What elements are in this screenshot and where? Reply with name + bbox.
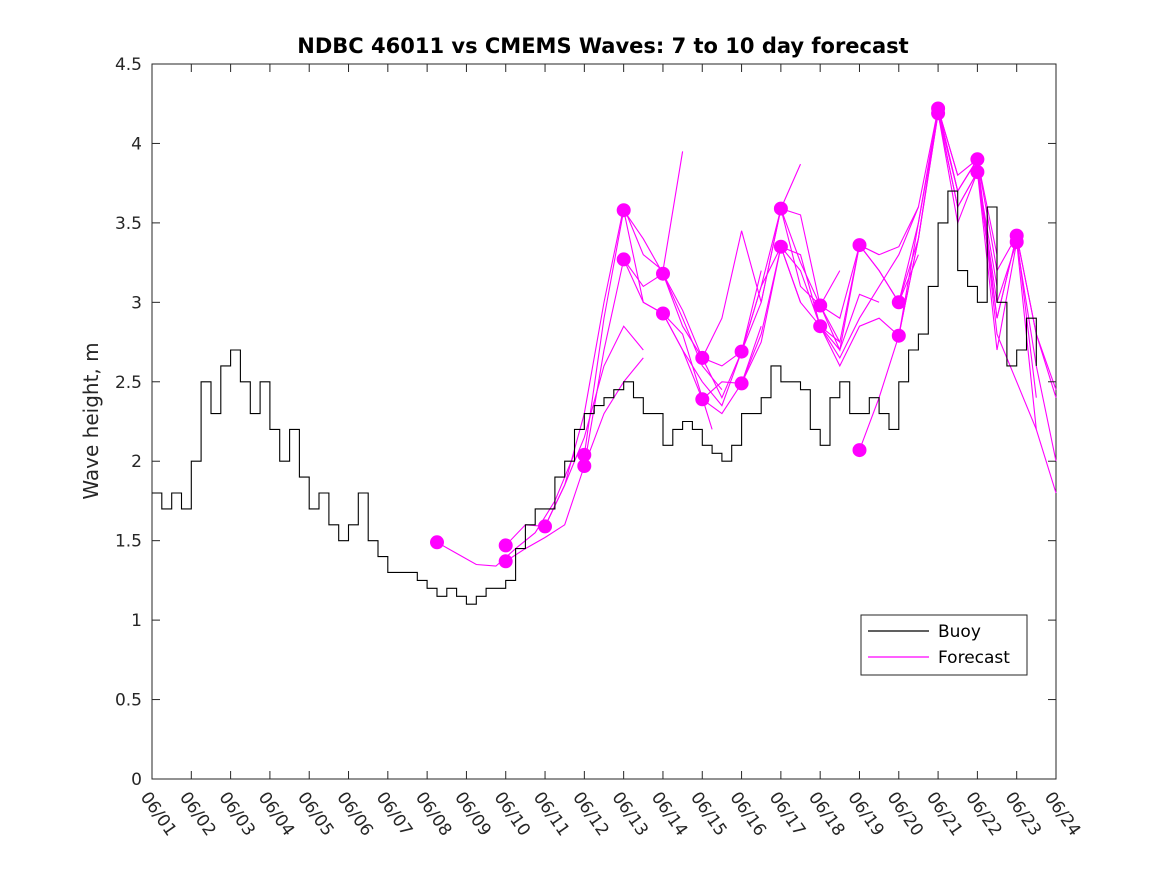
x-tick-label: 06/04 <box>254 788 298 840</box>
y-tick-label: 3 <box>131 293 142 313</box>
forecast-marker <box>616 252 631 267</box>
x-tick-label: 06/09 <box>450 788 494 840</box>
legend-box <box>860 614 1028 676</box>
x-tick-label: 06/18 <box>804 788 848 840</box>
y-axis-ticks: 0 0.5 1 1.5 2 2.5 3 3.5 4 4.5 <box>115 55 1056 790</box>
forecast-marker <box>734 344 749 359</box>
x-axis-ticks: 06/0106/0206/0306/0406/0506/0606/0706/08… <box>136 64 1084 840</box>
forecast-marker <box>695 392 710 407</box>
forecast-run-line <box>898 113 1037 430</box>
forecast-marker <box>734 376 749 391</box>
forecast-marker <box>813 298 828 313</box>
legend: Buoy Forecast <box>860 614 1028 676</box>
x-tick-label: 06/20 <box>883 788 927 840</box>
buoy-series-line <box>152 190 1037 605</box>
forecast-run-line <box>544 151 684 527</box>
x-tick-label: 06/22 <box>961 788 1005 840</box>
plot-area <box>151 63 1057 780</box>
x-tick-label: 06/08 <box>411 788 455 840</box>
y-tick-label: 2.5 <box>115 373 142 393</box>
y-tick-label: 4.5 <box>115 55 142 75</box>
y-tick-label: 0 <box>131 770 142 790</box>
chart-title: NDBC 46011 vs CMEMS Waves: 7 to 10 day f… <box>297 34 908 58</box>
forecast-marker <box>616 203 631 218</box>
forecast-run-line <box>623 259 762 415</box>
forecast-marker <box>891 328 906 343</box>
x-tick-label: 06/12 <box>568 788 612 840</box>
x-tick-label: 06/05 <box>293 788 337 840</box>
forecast-marker <box>656 306 670 321</box>
x-tick-label: 06/17 <box>765 788 809 840</box>
x-tick-label: 06/19 <box>843 788 887 840</box>
forecast-run-line <box>505 357 644 562</box>
forecast-marker <box>430 535 444 550</box>
forecast-marker <box>891 295 906 310</box>
forecast-marker <box>970 165 985 179</box>
forecast-marker <box>773 201 788 216</box>
forecast-marker <box>498 538 513 553</box>
forecast-run-line <box>819 108 959 344</box>
forecast-marker <box>538 519 552 534</box>
forecast-run-line <box>859 108 998 256</box>
forecast-run-line <box>701 245 841 400</box>
x-tick-label: 06/03 <box>215 788 259 840</box>
x-tick-label: 06/01 <box>136 788 180 840</box>
forecast-run-line <box>780 206 919 360</box>
x-tick-label: 06/14 <box>647 788 691 840</box>
x-tick-label: 06/02 <box>175 788 219 840</box>
forecast-marker <box>695 350 710 365</box>
forecast-run-line <box>976 159 1057 494</box>
forecast-run-line <box>741 207 880 352</box>
forecast-run-line <box>741 245 880 384</box>
forecast-marker <box>577 459 592 473</box>
forecast-marker <box>931 106 946 121</box>
forecast-run-line <box>701 206 841 400</box>
forecast-run-line <box>898 108 1037 398</box>
y-tick-label: 4 <box>131 134 142 154</box>
x-tick-label: 06/13 <box>608 788 652 840</box>
x-tick-label: 06/15 <box>686 788 730 840</box>
y-tick-label: 1 <box>131 611 142 631</box>
x-tick-label: 06/06 <box>332 788 376 840</box>
legend-buoy-label: Buoy <box>938 622 981 642</box>
y-axis-label: Wave height, m <box>79 342 103 499</box>
x-tick-label: 06/24 <box>1040 788 1084 840</box>
forecast-marker <box>852 443 867 458</box>
forecast-marker <box>656 266 670 281</box>
x-tick-label: 06/10 <box>490 788 534 840</box>
forecast-marker <box>498 554 513 569</box>
forecast-marker <box>773 239 788 254</box>
legend-forecast-label: Forecast <box>938 648 1010 668</box>
forecast-marker <box>970 152 985 167</box>
forecast-marker <box>1009 235 1024 249</box>
forecast-marker <box>852 238 867 253</box>
forecast-marker <box>813 319 828 334</box>
x-tick-label: 06/07 <box>372 788 416 840</box>
x-tick-label: 06/21 <box>922 788 966 840</box>
forecast-run-line <box>819 113 959 368</box>
x-tick-label: 06/23 <box>1001 788 1045 840</box>
y-tick-label: 2 <box>131 452 142 472</box>
forecast-run-line <box>662 245 802 407</box>
x-tick-label: 06/16 <box>725 788 769 840</box>
x-tick-label: 06/11 <box>529 788 573 840</box>
y-tick-label: 0.5 <box>115 691 142 711</box>
axes-box <box>151 63 1057 780</box>
y-tick-label: 1.5 <box>115 532 142 552</box>
y-tick-label: 3.5 <box>115 214 142 234</box>
